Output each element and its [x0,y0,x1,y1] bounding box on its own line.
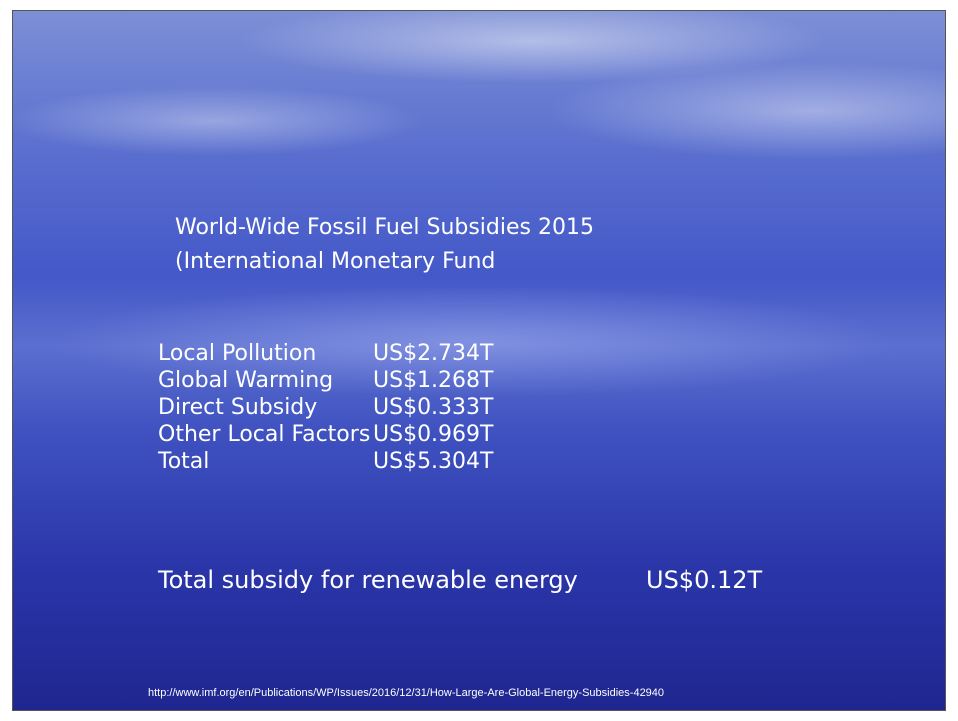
source-url: http://www.imf.org/en/Publications/WP/Is… [148,687,664,699]
row-label: Other Local Factors [158,422,370,447]
row-value: US$5.304T [373,449,493,474]
row-label: Local Pollution [158,341,316,366]
body: World-Wide Fossil Fuel Subsidies 2015 (I… [0,0,958,721]
page: {"title": {"line1": "World-Wide Fossil F… [0,0,958,721]
title-line: (International Monetary Fund [175,249,495,274]
row-value: US$0.333T [373,395,493,420]
row-label: Global Warming [158,368,333,393]
row-value: US$2.734T [373,341,493,366]
renewable-label: Total subsidy for renewable energy [158,566,578,594]
row-label: Direct Subsidy [158,395,317,420]
title-line: World-Wide Fossil Fuel Subsidies 2015 [175,215,594,240]
slide: World-Wide Fossil Fuel Subsidies 2015 (I… [12,10,946,711]
row-label: Total [158,449,209,474]
row-value: US$1.268T [373,368,493,393]
row-value: US$0.969T [373,422,493,447]
renewable-value: US$0.12T [646,566,762,594]
